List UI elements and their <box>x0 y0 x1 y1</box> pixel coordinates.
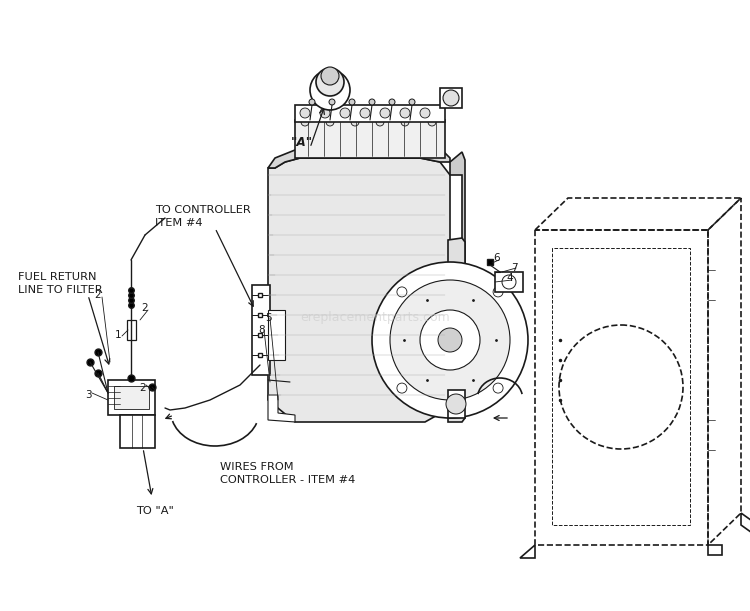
Text: 5: 5 <box>265 313 272 323</box>
Polygon shape <box>268 148 450 168</box>
Circle shape <box>397 287 407 297</box>
Text: 8: 8 <box>259 325 266 335</box>
Circle shape <box>369 99 375 105</box>
Circle shape <box>438 328 462 352</box>
Text: WIRES FROM
CONTROLLER - ITEM #4: WIRES FROM CONTROLLER - ITEM #4 <box>220 462 356 485</box>
Circle shape <box>326 118 334 126</box>
Circle shape <box>321 67 339 85</box>
Circle shape <box>300 108 310 118</box>
Circle shape <box>502 275 516 289</box>
Text: ereplacementparts.com: ereplacementparts.com <box>300 312 450 324</box>
Circle shape <box>360 108 370 118</box>
Circle shape <box>380 108 390 118</box>
Circle shape <box>401 118 409 126</box>
Text: TO CONTROLLER
ITEM #4: TO CONTROLLER ITEM #4 <box>155 205 251 228</box>
Polygon shape <box>295 105 445 122</box>
Text: 2: 2 <box>142 303 148 313</box>
Text: 4: 4 <box>507 273 513 283</box>
Circle shape <box>351 118 359 126</box>
Circle shape <box>493 287 503 297</box>
Polygon shape <box>120 415 155 448</box>
Polygon shape <box>448 390 465 418</box>
Polygon shape <box>127 320 136 340</box>
Circle shape <box>310 70 350 110</box>
Circle shape <box>376 118 384 126</box>
Polygon shape <box>252 285 270 375</box>
Circle shape <box>340 108 350 118</box>
Circle shape <box>320 108 330 118</box>
Circle shape <box>301 118 309 126</box>
Circle shape <box>400 108 410 118</box>
Circle shape <box>446 394 466 414</box>
Circle shape <box>390 280 510 400</box>
Circle shape <box>397 383 407 393</box>
Circle shape <box>420 310 480 370</box>
Polygon shape <box>268 158 462 422</box>
Text: 2: 2 <box>94 290 101 300</box>
Circle shape <box>372 262 528 418</box>
Circle shape <box>389 99 395 105</box>
Polygon shape <box>448 238 465 422</box>
Circle shape <box>443 90 459 106</box>
Polygon shape <box>268 395 295 422</box>
Circle shape <box>329 99 335 105</box>
Circle shape <box>316 68 344 96</box>
Circle shape <box>420 108 430 118</box>
Polygon shape <box>440 88 462 108</box>
Circle shape <box>349 99 355 105</box>
Circle shape <box>428 118 436 126</box>
Polygon shape <box>450 152 465 408</box>
Polygon shape <box>295 120 445 158</box>
Text: 6: 6 <box>494 253 500 263</box>
Polygon shape <box>495 272 523 292</box>
Text: FUEL RETURN
LINE TO FILTER: FUEL RETURN LINE TO FILTER <box>18 272 103 295</box>
Circle shape <box>309 99 315 105</box>
Circle shape <box>409 99 415 105</box>
Circle shape <box>493 383 503 393</box>
Text: "A": "A" <box>291 136 313 148</box>
Text: TO "A": TO "A" <box>136 506 174 516</box>
Text: 7: 7 <box>511 263 518 273</box>
Text: 2: 2 <box>140 383 146 393</box>
Polygon shape <box>108 380 155 415</box>
Text: 3: 3 <box>85 390 92 400</box>
Polygon shape <box>114 386 149 409</box>
Text: 1: 1 <box>115 330 122 340</box>
Polygon shape <box>268 310 285 360</box>
